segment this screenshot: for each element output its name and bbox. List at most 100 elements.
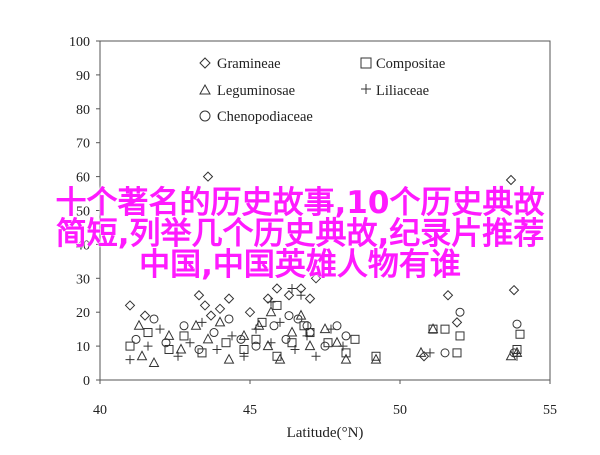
legend-square-icon xyxy=(360,57,372,69)
point-chenopodiaceae xyxy=(149,314,159,324)
point-chenopodiaceae xyxy=(284,311,294,321)
point-compositae xyxy=(197,348,207,358)
point-chenopodiaceae xyxy=(179,321,189,331)
point-gramineae xyxy=(205,310,217,321)
point-gramineae xyxy=(418,351,430,362)
point-leguminosae xyxy=(370,353,382,364)
point-chenopodiaceae xyxy=(251,341,261,351)
point-liliaceae xyxy=(326,324,336,334)
legend-item-liliaceae: Liliaceae xyxy=(361,83,429,99)
svg-text:Liliaceae: Liliaceae xyxy=(376,83,429,99)
point-chenopodiaceae xyxy=(332,321,342,331)
point-chenopodiaceae xyxy=(320,341,330,351)
point-gramineae xyxy=(193,290,205,301)
y-tick-label: 70 xyxy=(76,137,90,152)
point-compositae xyxy=(125,341,135,351)
point-leguminosae xyxy=(304,340,316,351)
point-compositae xyxy=(251,334,261,344)
point-chenopodiaceae xyxy=(224,314,234,324)
point-liliaceae xyxy=(125,355,135,365)
point-chenopodiaceae xyxy=(236,334,246,344)
point-chenopodiaceae xyxy=(269,321,279,331)
point-leguminosae xyxy=(202,333,214,344)
point-gramineae xyxy=(214,303,226,315)
point-leguminosae xyxy=(175,343,187,354)
point-liliaceae xyxy=(296,290,306,300)
point-leguminosae xyxy=(190,319,202,330)
svg-text:Compositae: Compositae xyxy=(376,56,445,72)
point-compositae xyxy=(179,331,189,341)
point-compositae xyxy=(221,338,231,348)
point-chenopodiaceae xyxy=(512,319,522,329)
point-gramineae xyxy=(244,306,256,318)
point-liliaceae xyxy=(173,351,183,361)
point-liliaceae xyxy=(266,338,276,348)
x-tick-label: 50 xyxy=(393,403,407,418)
point-liliaceae xyxy=(266,297,276,307)
point-compositae xyxy=(299,321,309,331)
point-liliaceae xyxy=(290,344,300,354)
point-chenopodiaceae xyxy=(455,307,465,317)
y-tick-label: 80 xyxy=(76,103,90,118)
point-liliaceae xyxy=(143,341,153,351)
legend-item-chenopodiaceae: Chenopodiaceae xyxy=(199,109,313,125)
y-tick-label: 50 xyxy=(76,205,90,220)
point-gramineae xyxy=(202,171,214,182)
point-leguminosae xyxy=(214,316,226,327)
point-gramineae xyxy=(508,284,520,296)
point-leguminosae xyxy=(265,306,277,317)
point-liliaceae xyxy=(275,317,285,327)
legend-diamond-icon xyxy=(199,57,211,69)
point-gramineae xyxy=(451,317,463,328)
point-leguminosae xyxy=(136,350,148,361)
point-gramineae xyxy=(310,273,322,284)
point-liliaceae xyxy=(212,344,222,354)
point-leguminosae xyxy=(148,356,160,368)
point-liliaceae xyxy=(302,331,312,341)
svg-text:Chenopodiaceae: Chenopodiaceae xyxy=(217,109,313,125)
point-chenopodiaceae xyxy=(341,331,351,341)
overlay-headline-line-2: 简短,列举几个历史典故,纪录片推荐 xyxy=(55,216,545,252)
legend: Gramineae Compositae Leguminosae Liliace… xyxy=(199,56,445,125)
point-leguminosae xyxy=(286,326,298,337)
point-liliaceae xyxy=(251,324,261,334)
point-chenopodiaceae xyxy=(161,338,171,348)
point-compositae xyxy=(143,328,153,338)
point-liliaceae xyxy=(239,351,249,361)
point-liliaceae xyxy=(185,338,195,348)
point-compositae xyxy=(515,329,525,339)
point-compositae xyxy=(371,351,381,361)
point-compositae xyxy=(440,324,450,334)
point-leguminosae xyxy=(319,323,331,334)
x-axis-label: Latitude(°N) xyxy=(287,425,364,441)
legend-plus-icon xyxy=(361,84,371,94)
point-gramineae xyxy=(442,290,454,301)
point-chenopodiaceae xyxy=(509,348,519,358)
point-liliaceae xyxy=(197,317,207,327)
point-leguminosae xyxy=(427,323,439,334)
legend-item-leguminosae: Leguminosae xyxy=(199,83,295,99)
legend-triangle-icon xyxy=(199,83,211,95)
point-compositae xyxy=(350,334,360,344)
point-liliaceae xyxy=(512,351,522,361)
point-leguminosae xyxy=(274,353,286,364)
svg-text:Leguminosae: Leguminosae xyxy=(217,83,295,99)
overlay-headline-line-1: 十个著名的历史故事,10个历史典故 xyxy=(55,185,545,221)
point-gramineae xyxy=(223,293,235,304)
point-leguminosae xyxy=(415,346,427,357)
point-leguminosae xyxy=(223,353,235,364)
y-tick-label: 10 xyxy=(76,340,90,355)
y-axis: 0 10 20 30 40 50 60 70 80 90 100 xyxy=(69,35,100,389)
point-gramineae xyxy=(271,283,283,294)
point-chenopodiaceae xyxy=(440,348,450,358)
point-chenopodiaceae xyxy=(194,344,204,354)
point-compositae xyxy=(455,331,465,341)
point-gramineae xyxy=(124,300,136,311)
y-tick-label: 20 xyxy=(76,306,90,321)
point-chenopodiaceae xyxy=(209,328,219,338)
point-leguminosae xyxy=(331,336,343,347)
point-chenopodiaceae xyxy=(131,334,141,344)
point-liliaceae xyxy=(227,331,237,341)
y-tick-label: 90 xyxy=(76,69,90,84)
